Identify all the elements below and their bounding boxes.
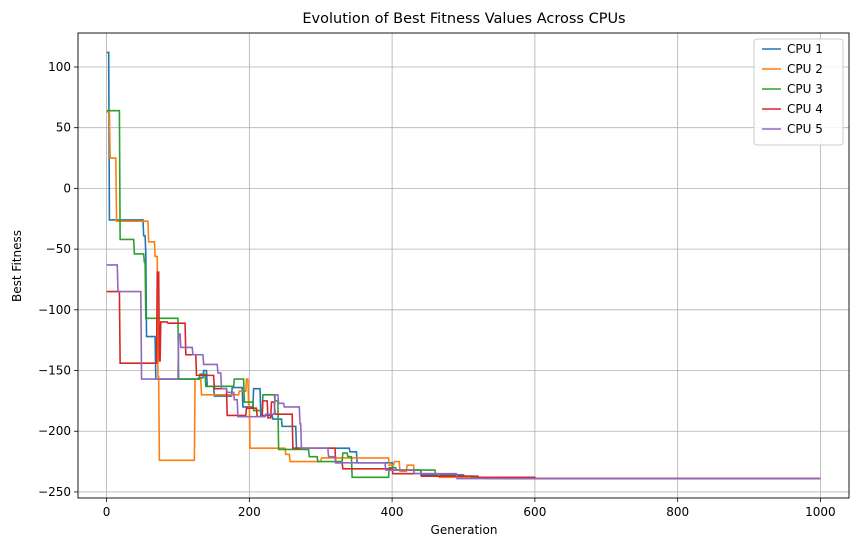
y-tick-label: −200 — [38, 424, 71, 438]
x-tick-label: 200 — [238, 505, 261, 519]
y-tick-label: −100 — [38, 303, 71, 317]
legend-entry: CPU 2 — [787, 62, 823, 76]
x-axis-label: Generation — [431, 523, 498, 537]
y-tick-label: 0 — [63, 181, 71, 195]
series-line-cpu-5 — [106, 264, 821, 480]
legend-entry: CPU 3 — [787, 82, 823, 96]
legend-entry: CPU 1 — [787, 42, 823, 56]
legend-entry: CPU 4 — [787, 102, 823, 116]
y-tick-label: 50 — [56, 121, 71, 135]
y-tick-label: −250 — [38, 485, 71, 499]
y-tick-label: −50 — [46, 242, 71, 256]
series-lines — [106, 51, 821, 480]
axis-ticks: 0 200 400 600 800 1000 100 50 0 −50 −100 −150 −200 −2… — [38, 60, 836, 519]
x-tick-label: 0 — [103, 505, 111, 519]
x-tick-label: 400 — [381, 505, 404, 519]
legend: CPU 1 CPU 2 CPU 3 CPU 4 CPU 5 — [753, 38, 844, 146]
y-tick-label: −150 — [38, 364, 71, 378]
y-tick-label: 100 — [48, 60, 71, 74]
y-axis-label: Best Fitness — [10, 230, 24, 302]
series-line-cpu-2 — [106, 111, 821, 480]
legend-entry: CPU 5 — [787, 122, 823, 136]
x-tick-label: 1000 — [805, 505, 836, 519]
x-tick-label: 600 — [523, 505, 546, 519]
x-tick-label: 800 — [666, 505, 689, 519]
legend-box — [753, 38, 844, 146]
chart-title: Evolution of Best Fitness Values Across … — [302, 11, 625, 27]
plot-frame — [77, 32, 850, 499]
